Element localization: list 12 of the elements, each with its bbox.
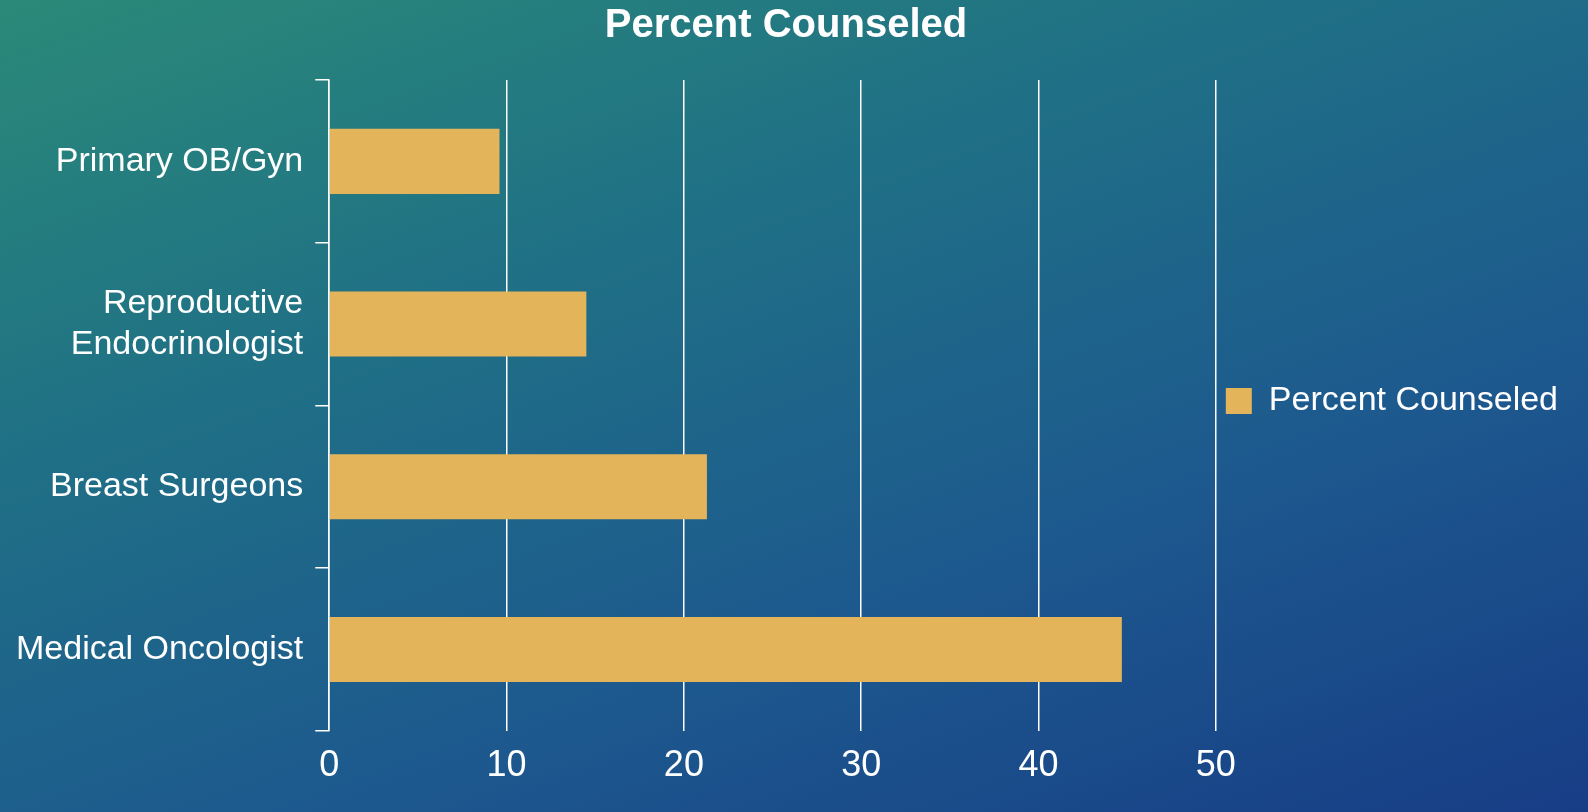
y-tick-label: Primary OB/Gyn: [55, 139, 304, 178]
x-tick-label: 10: [486, 743, 527, 785]
y-tick-label: Medical Oncologist: [15, 627, 304, 666]
x-tick-label: 0: [319, 743, 340, 785]
x-tick-label: 50: [1195, 743, 1236, 785]
y-tick-label: Breast Surgeons: [49, 465, 304, 504]
y-tick-label: Reproductive Endocrinologist: [70, 282, 304, 361]
x-tick-label: 20: [663, 743, 704, 785]
chart-title: Percent Counseled: [604, 1, 968, 46]
x-tick-label: 40: [1018, 743, 1059, 785]
legend-label: Percent Counseled: [1268, 379, 1558, 418]
x-tick-label: 30: [841, 743, 882, 785]
